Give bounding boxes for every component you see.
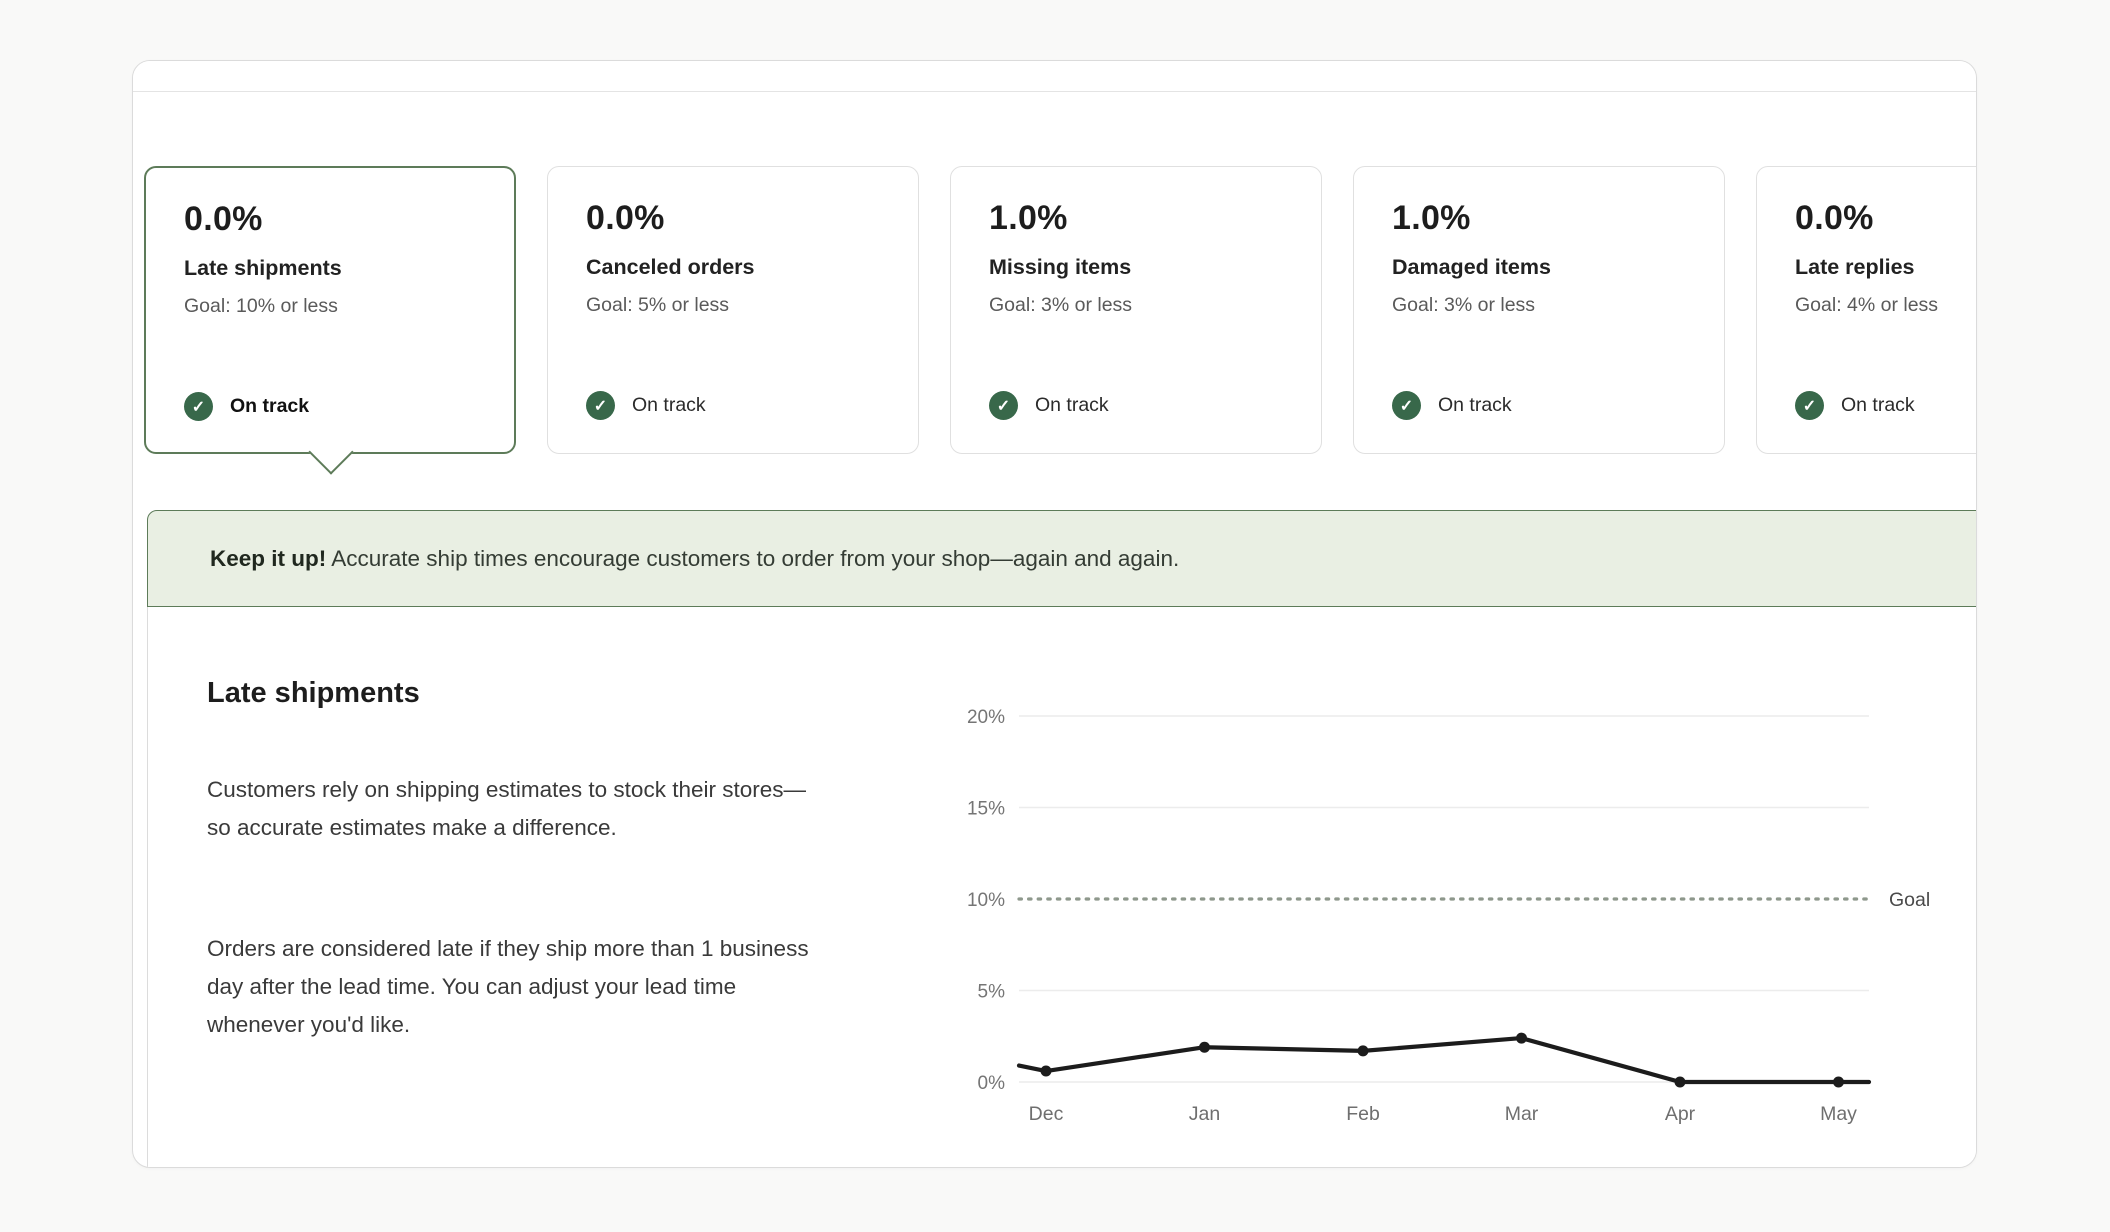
- status-badge: ✓ On track: [1392, 391, 1512, 420]
- metric-value: 0.0%: [1795, 199, 1874, 237]
- status-badge: ✓ On track: [184, 392, 309, 421]
- metric-goal: Goal: 3% or less: [1392, 294, 1536, 316]
- metric-label: Missing items: [989, 255, 1132, 279]
- check-circle-icon: ✓: [989, 391, 1018, 420]
- banner-text: Keep it up! Accurate ship times encourag…: [210, 546, 1179, 572]
- metric-goal: Goal: 5% or less: [586, 294, 730, 316]
- banner-body-text: Accurate ship times encourage customers …: [331, 545, 1180, 571]
- metric-card-late-replies[interactable]: 0.0% Late replies Goal: 4% or less ✓ On …: [1756, 166, 1976, 454]
- y-tick-label: 15%: [967, 799, 1005, 820]
- banner-bold-text: Keep it up!: [210, 545, 327, 571]
- metric-value: 1.0%: [1392, 199, 1471, 237]
- metric-goal: Goal: 3% or less: [989, 294, 1133, 316]
- status-badge: ✓ On track: [989, 391, 1109, 420]
- check-circle-icon: ✓: [1392, 391, 1421, 420]
- check-circle-icon: ✓: [1795, 391, 1824, 420]
- status-text: On track: [1035, 394, 1109, 416]
- metric-goal: Goal: 10% or less: [184, 295, 338, 317]
- data-point: [1199, 1041, 1210, 1053]
- metric-label: Late replies: [1795, 255, 1915, 279]
- check-circle-icon: ✓: [184, 392, 213, 421]
- metric-value: 1.0%: [989, 199, 1068, 237]
- metric-card-damaged-items[interactable]: 1.0% Damaged items Goal: 3% or less ✓ On…: [1353, 166, 1725, 454]
- metric-card-canceled-orders[interactable]: 0.0% Canceled orders Goal: 5% or less ✓ …: [547, 166, 919, 454]
- data-point: [1357, 1045, 1369, 1057]
- late-shipments-line-chart: 0% 5% Goal 10% 15% 20% Dec Jan Feb Mar Apr May: [967, 707, 1930, 1125]
- metric-goal: Goal: 4% or less: [1795, 294, 1939, 316]
- encouragement-banner: Keep it up! Accurate ship times encourag…: [147, 510, 1976, 607]
- performance-dashboard-panel: 0.0% Late shipments Goal: 10% or less ✓ …: [132, 60, 1977, 1168]
- selected-card-pointer: [308, 429, 354, 475]
- panel-top-divider: [133, 61, 1976, 92]
- status-text: On track: [1841, 394, 1915, 416]
- metric-label: Late shipments: [184, 256, 342, 280]
- metric-value: 0.0%: [586, 199, 665, 237]
- metric-label: Canceled orders: [586, 255, 755, 279]
- x-tick-label: May: [1820, 1103, 1857, 1125]
- y-tick-label: 20%: [967, 707, 1005, 728]
- x-tick-label: Apr: [1665, 1103, 1696, 1125]
- metric-value: 0.0%: [184, 200, 263, 238]
- status-text: On track: [632, 394, 706, 416]
- metric-card-missing-items[interactable]: 1.0% Missing items Goal: 3% or less ✓ On…: [950, 166, 1322, 454]
- metric-card-late-shipments[interactable]: 0.0% Late shipments Goal: 10% or less ✓ …: [144, 166, 516, 475]
- check-circle-icon: ✓: [586, 391, 615, 420]
- x-tick-label: Jan: [1189, 1103, 1220, 1125]
- trend-line: [1016, 1035, 1872, 1085]
- goal-label: Goal: [1889, 889, 1930, 911]
- y-tick-label: 0%: [978, 1073, 1006, 1094]
- data-point: [1674, 1076, 1686, 1088]
- y-tick-label: 10%: [967, 890, 1005, 911]
- x-tick-label: Mar: [1505, 1103, 1539, 1125]
- data-point: [1833, 1076, 1844, 1088]
- detail-paragraph-1: Customers rely on shipping estimates to …: [207, 777, 806, 840]
- detail-title: Late shipments: [207, 677, 420, 709]
- late-shipments-detail-panel: [147, 607, 1976, 1167]
- metric-label: Damaged items: [1392, 255, 1551, 279]
- y-tick-label: 5%: [978, 982, 1006, 1003]
- data-point: [1516, 1032, 1527, 1044]
- data-point: [1040, 1065, 1052, 1077]
- detail-paragraph-2: Orders are considered late if they ship …: [207, 936, 809, 1037]
- status-badge: ✓ On track: [586, 391, 706, 420]
- status-text: On track: [230, 395, 310, 417]
- x-tick-label: Dec: [1029, 1103, 1064, 1125]
- status-text: On track: [1438, 394, 1512, 416]
- x-tick-label: Feb: [1346, 1103, 1380, 1125]
- status-badge: ✓ On track: [1795, 391, 1915, 420]
